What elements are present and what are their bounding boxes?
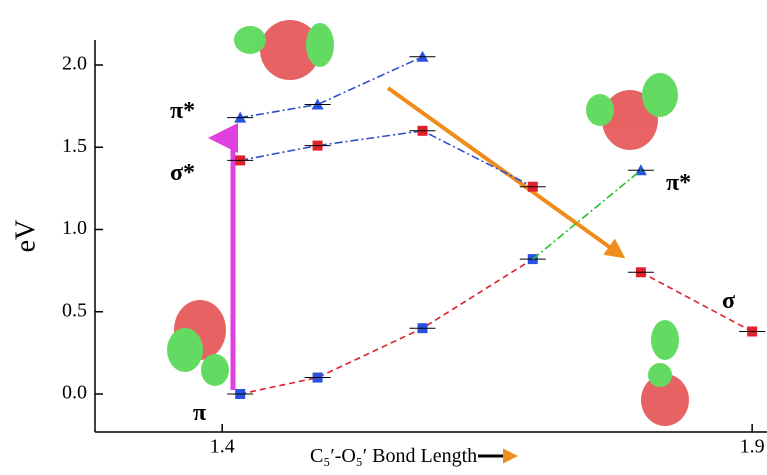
annotation: π* (666, 170, 691, 196)
annotation: π (193, 400, 206, 426)
x-axis-label: C₅′-O₅′ Bond Length (310, 445, 477, 467)
y-tick-label: 1.0 (62, 217, 87, 239)
page: {"chart_data": {"type": "scatter", "x_la… (0, 0, 767, 470)
x-tick-label: 1.4 (210, 436, 235, 458)
y-tick-label: 0.5 (62, 299, 87, 321)
series-line (641, 272, 752, 331)
annotation: π* (170, 98, 195, 124)
series-line (240, 259, 533, 394)
orbital-decoration (167, 20, 689, 426)
x-tick-label: 1.9 (740, 436, 765, 458)
series-line (533, 170, 641, 259)
annotation: σ* (170, 160, 195, 186)
y-tick-label: 0.0 (62, 382, 87, 404)
y-tick-label: 2.0 (62, 53, 87, 75)
y-tick-label: 1.5 (62, 135, 87, 157)
y-axis-label: eV (10, 220, 41, 253)
annotation: σ (722, 288, 735, 314)
chart: eV C₅′-O₅′ Bond Length π* σ* π σ π* 0.0 0… (0, 0, 767, 470)
